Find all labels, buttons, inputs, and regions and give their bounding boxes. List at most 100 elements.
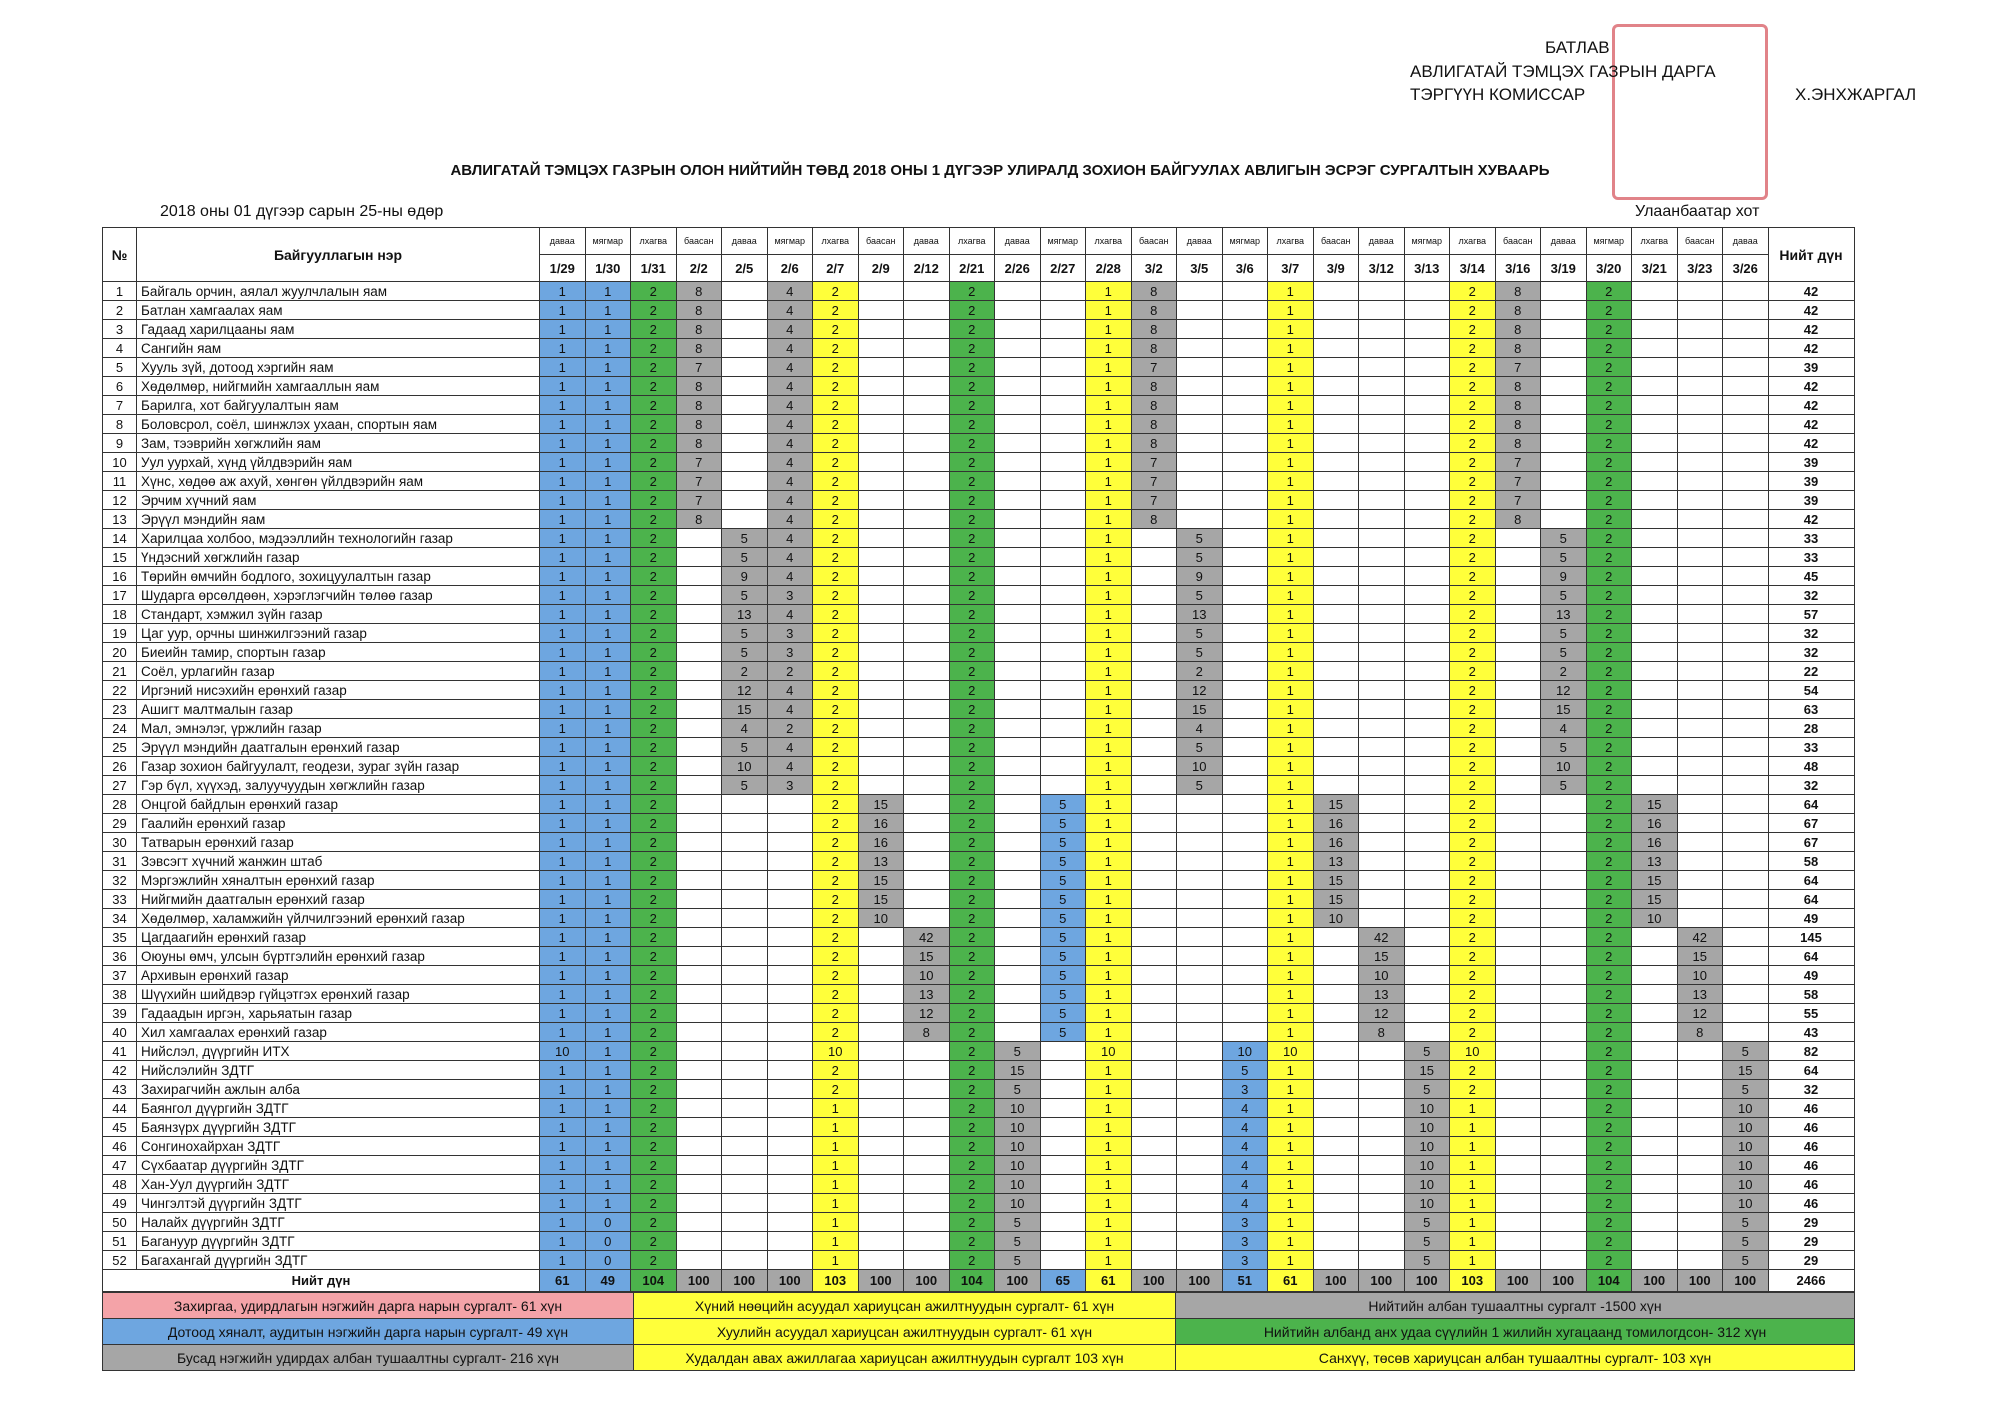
count-cell: 2 bbox=[1585, 775, 1632, 795]
count-cell: 2 bbox=[812, 414, 859, 434]
count-cell bbox=[1676, 1231, 1723, 1251]
count-cell bbox=[1358, 604, 1405, 624]
row-total: 55 bbox=[1767, 1003, 1855, 1023]
count-cell bbox=[1494, 756, 1541, 776]
count-cell bbox=[766, 1155, 813, 1175]
column-total: 100 bbox=[1631, 1269, 1678, 1292]
count-cell: 2 bbox=[1585, 623, 1632, 643]
count-cell: 4 bbox=[1221, 1155, 1268, 1175]
row-total: 42 bbox=[1767, 281, 1855, 301]
count-cell bbox=[675, 794, 722, 814]
count-cell: 1 bbox=[539, 699, 586, 719]
row: 22 Иргэний нисэхийн ерөнхий газар 1 1 2 12 4 2 2… bbox=[102, 680, 1855, 700]
count-cell bbox=[1039, 1117, 1086, 1137]
date: 3/2 bbox=[1130, 254, 1177, 282]
count-cell: 2 bbox=[630, 300, 677, 320]
count-cell: 1 bbox=[1267, 471, 1314, 491]
count-cell: 10 bbox=[994, 1136, 1041, 1156]
count-cell bbox=[994, 680, 1041, 700]
count-cell bbox=[1631, 680, 1678, 700]
count-cell: 1 bbox=[812, 1212, 859, 1232]
count-cell: 2 bbox=[1449, 946, 1496, 966]
count-cell bbox=[1540, 490, 1587, 510]
count-cell bbox=[857, 604, 904, 624]
count-cell: 5 bbox=[1039, 927, 1086, 947]
count-cell: 1 bbox=[539, 889, 586, 909]
count-cell bbox=[857, 1098, 904, 1118]
count-cell: 1 bbox=[1267, 1212, 1314, 1232]
count-cell bbox=[857, 490, 904, 510]
count-cell bbox=[1221, 1003, 1268, 1023]
date: 3/9 bbox=[1312, 254, 1359, 282]
row: 9 Зам, тээврийн хөгжлийн яам 1 1 2 8 4 2 2 1 8 1 2 8 2… bbox=[102, 433, 1855, 453]
count-cell: 1 bbox=[1085, 433, 1132, 453]
row-total: 39 bbox=[1767, 357, 1855, 377]
count-cell bbox=[1312, 490, 1359, 510]
count-cell: 4 bbox=[766, 528, 813, 548]
count-cell bbox=[766, 1193, 813, 1213]
row-number: 15 bbox=[102, 547, 137, 567]
count-cell: 1 bbox=[812, 1193, 859, 1213]
count-cell bbox=[721, 813, 768, 833]
count-cell bbox=[766, 889, 813, 909]
org-name: Батлан хамгаалах яам bbox=[136, 300, 540, 320]
count-cell bbox=[1631, 699, 1678, 719]
count-cell bbox=[1176, 984, 1223, 1004]
count-cell bbox=[857, 338, 904, 358]
count-cell bbox=[1176, 870, 1223, 890]
count-cell: 2 bbox=[766, 718, 813, 738]
count-cell bbox=[1722, 319, 1769, 339]
count-cell: 5 bbox=[1176, 737, 1223, 757]
count-cell bbox=[1358, 281, 1405, 301]
column-total: 103 bbox=[812, 1269, 859, 1292]
count-cell: 2 bbox=[812, 547, 859, 567]
count-cell: 1 bbox=[1085, 490, 1132, 510]
count-cell bbox=[721, 414, 768, 434]
count-cell bbox=[1722, 566, 1769, 586]
count-cell: 5 bbox=[721, 585, 768, 605]
count-cell: 1 bbox=[1267, 281, 1314, 301]
count-cell bbox=[1221, 414, 1268, 434]
row: 36 Оюуны өмч, улсын бүртгэлийн ерөнхий га… bbox=[102, 946, 1855, 966]
count-cell: 2 bbox=[948, 756, 995, 776]
count-cell: 1 bbox=[1085, 699, 1132, 719]
count-cell bbox=[1130, 1098, 1177, 1118]
count-cell: 2 bbox=[948, 338, 995, 358]
count-cell bbox=[1540, 832, 1587, 852]
title: АВЛИГАТАЙ ТЭМЦЭХ ГАЗРЫН ОЛОН НИЙТИЙН ТӨВ… bbox=[450, 162, 1550, 179]
count-cell bbox=[1039, 585, 1086, 605]
count-cell bbox=[1494, 604, 1541, 624]
count-cell bbox=[1676, 585, 1723, 605]
row-number: 51 bbox=[102, 1231, 137, 1251]
count-cell bbox=[1403, 737, 1450, 757]
count-cell bbox=[1403, 813, 1450, 833]
count-cell: 1 bbox=[539, 509, 586, 529]
count-cell: 2 bbox=[1449, 585, 1496, 605]
count-cell bbox=[675, 756, 722, 776]
count-cell: 1 bbox=[1085, 357, 1132, 377]
count-cell: 2 bbox=[812, 680, 859, 700]
row-number: 20 bbox=[102, 642, 137, 662]
row-number: 25 bbox=[102, 737, 137, 757]
org-name: Хан-Уул дүүргийн ЗДТГ bbox=[136, 1174, 540, 1194]
count-cell bbox=[1130, 1079, 1177, 1099]
count-cell bbox=[1722, 490, 1769, 510]
count-cell bbox=[1176, 851, 1223, 871]
count-cell bbox=[903, 1155, 950, 1175]
count-cell bbox=[1312, 414, 1359, 434]
count-cell: 1 bbox=[539, 1174, 586, 1194]
count-cell bbox=[1403, 490, 1450, 510]
count-cell bbox=[857, 509, 904, 529]
count-cell bbox=[1130, 756, 1177, 776]
row-total: 54 bbox=[1767, 680, 1855, 700]
count-cell: 1 bbox=[539, 756, 586, 776]
org-name: Онцгой байдлын ерөнхий газар bbox=[136, 794, 540, 814]
count-cell: 10 bbox=[812, 1041, 859, 1061]
count-cell bbox=[857, 1003, 904, 1023]
count-cell bbox=[675, 528, 722, 548]
count-cell: 3 bbox=[766, 623, 813, 643]
count-cell: 2 bbox=[812, 1079, 859, 1099]
count-cell: 1 bbox=[584, 718, 631, 738]
count-cell: 13 bbox=[1540, 604, 1587, 624]
count-cell bbox=[1403, 908, 1450, 928]
